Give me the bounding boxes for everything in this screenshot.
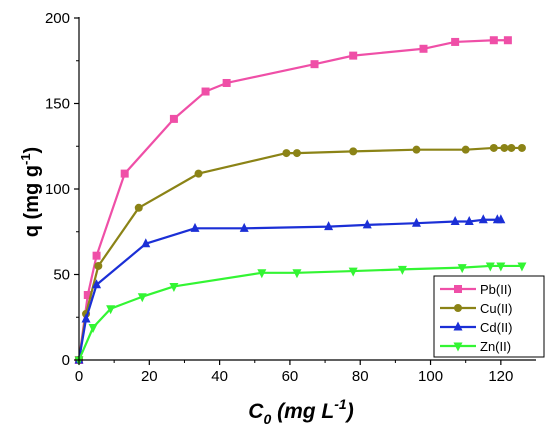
data-point-cuii [412, 145, 421, 154]
data-point-znii [169, 282, 179, 292]
data-point-cdii [450, 215, 460, 225]
y-tick-label: 150 [45, 96, 70, 113]
data-point-znii [496, 262, 506, 272]
data-point-cuii [349, 147, 358, 156]
data-point-znii [457, 264, 467, 274]
x-tick-label: 40 [211, 368, 228, 385]
data-point-pbii [451, 37, 460, 46]
data-point-pbii [120, 169, 129, 178]
data-point-cdii [324, 221, 334, 231]
data-point-pbii [169, 114, 178, 123]
data-point-znii [292, 269, 302, 279]
data-point-cdii [411, 217, 421, 227]
data-point-cuii [194, 169, 203, 178]
data-point-znii [517, 262, 527, 272]
data-point-pbii [419, 44, 428, 53]
legend-marker [453, 321, 463, 331]
legend-label: Cd(II) [480, 320, 513, 335]
legend-marker [454, 285, 462, 293]
legend: Pb(II) Cu(II) Cd(II) Zn(II) [433, 275, 545, 358]
y-tick-label: 100 [45, 181, 70, 198]
data-point-cuii [500, 143, 509, 152]
data-point-cdii [496, 214, 506, 224]
data-point-znii [257, 269, 267, 279]
legend-marker [454, 304, 462, 312]
y-tick-label: 50 [53, 267, 70, 284]
series-cdii [74, 214, 506, 364]
data-point-cdii [190, 222, 200, 232]
data-point-znii [137, 293, 147, 303]
x-axis-title: C0 (mg L-1) [248, 396, 353, 427]
x-tick-label: 100 [418, 368, 443, 385]
legend-item-cdii: Cd(II) [440, 320, 513, 335]
y-axis-title: q (mg g-1) [18, 147, 43, 237]
x-tick-label: 20 [141, 368, 158, 385]
legend-label: Zn(II) [480, 339, 511, 354]
data-point-cdii [239, 222, 249, 232]
data-point-znii [397, 265, 407, 275]
series-cuii [75, 143, 526, 364]
axes: 0 20 40 60 80 100 120 0 50 100 150 200 [45, 10, 536, 385]
data-point-znii [348, 267, 358, 277]
legend-label: Pb(II) [480, 282, 512, 297]
data-point-pbii [349, 51, 358, 60]
data-point-cdii [362, 219, 372, 229]
data-point-pbii [489, 36, 498, 45]
data-point-cuii [489, 143, 498, 152]
x-tick-label: 0 [75, 368, 83, 385]
data-point-cuii [134, 203, 143, 212]
data-point-cuii [517, 143, 526, 152]
legend-marker [453, 342, 463, 352]
data-point-pbii [310, 60, 319, 69]
data-point-cdii [141, 238, 151, 248]
data-point-pbii [92, 251, 101, 260]
data-point-pbii [201, 87, 210, 96]
legend-item-cuii: Cu(II) [440, 301, 513, 316]
x-tick-label: 120 [488, 368, 513, 385]
data-point-pbii [222, 78, 231, 87]
data-point-pbii [83, 291, 92, 300]
data-point-cdii [464, 215, 474, 225]
data-point-pbii [503, 36, 512, 45]
data-point-cdii [81, 313, 91, 323]
y-tick-label: 200 [45, 10, 70, 27]
legend-item-pbii: Pb(II) [440, 282, 512, 297]
legend-item-znii: Zn(II) [440, 339, 511, 354]
y-tick-label: 0 [62, 352, 70, 369]
data-point-cuii [94, 261, 103, 270]
x-tick-label: 60 [282, 368, 299, 385]
data-point-znii [485, 262, 495, 272]
legend-label: Cu(II) [480, 301, 513, 316]
data-point-znii [106, 305, 116, 315]
data-point-cdii [92, 279, 102, 289]
x-tick-label: 80 [352, 368, 369, 385]
data-point-cuii [282, 149, 291, 158]
data-point-cuii [292, 149, 301, 158]
data-point-cuii [461, 145, 470, 154]
data-point-cdii [478, 214, 488, 224]
data-point-cuii [507, 143, 516, 152]
data-point-znii [88, 324, 98, 334]
